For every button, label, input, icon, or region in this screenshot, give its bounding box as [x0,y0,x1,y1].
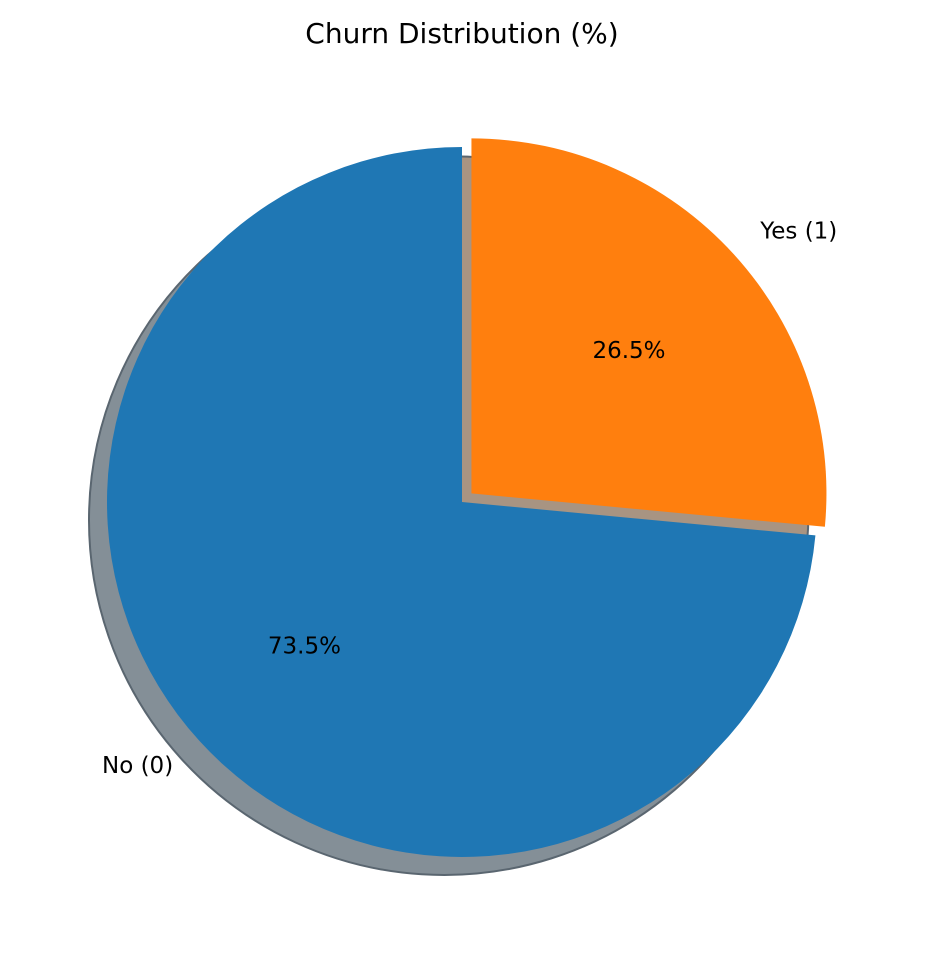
slice-label-yes-1: Yes (1) [759,219,837,245]
slice-pct-label-yes-1: 26.5% [592,338,665,364]
slice-no-0 [106,147,816,857]
slice-yes-1 [471,138,827,527]
slice-labels: No (0) 73.5% Yes (1) 26.5% [102,219,837,779]
chart-title: Churn Distribution (%) [305,17,618,50]
slice-pct-label-no-0: 73.5% [268,633,341,659]
pie-slices [106,138,827,857]
slice-label-no-0: No (0) [102,753,173,779]
